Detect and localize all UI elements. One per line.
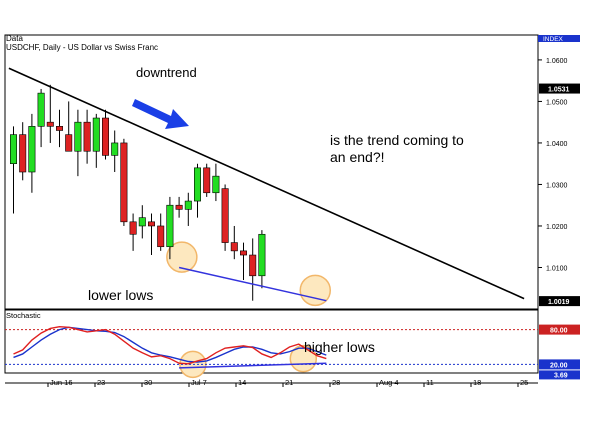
x-tick-label: 11	[426, 378, 434, 387]
stochastic-level-label: 20.00	[550, 362, 568, 369]
annotation-lower-lows: lower lows	[88, 287, 153, 303]
y-tick-label: 1.0500	[546, 99, 568, 106]
highlight-circles	[166, 241, 332, 379]
annotation-trend-question-line: is the trend coming to	[330, 132, 464, 148]
x-tick-label: Jul 7	[191, 378, 207, 387]
x-tick-label: 28	[332, 378, 340, 387]
higher-lows-line	[179, 362, 327, 369]
chart-title: USDCHF, Daily - US Dollar vs Swiss Franc	[6, 43, 158, 52]
stochastic-k-line	[13, 325, 327, 365]
candles-layer	[10, 84, 266, 301]
price-flag	[539, 296, 580, 307]
trendlines-layer: is the trend coming to an end?!	[8, 67, 525, 302]
stochastic-current-flag	[539, 370, 580, 380]
index-label: INDEX	[543, 36, 564, 43]
downtrend-arrow	[132, 99, 189, 129]
y-tick-label: 1.0400	[546, 141, 568, 148]
candle-body	[258, 233, 266, 277]
stochastic-d-line	[13, 326, 327, 363]
candle-body	[194, 167, 202, 202]
price-flag-label: 1.0531	[548, 87, 570, 94]
annotation-trend-question: is the trend coming to an end?!	[330, 132, 464, 165]
x-tick-label: 23	[97, 378, 105, 387]
annotation-downtrend: downtrend	[136, 65, 197, 80]
x-tick-label: Aug 4	[379, 378, 399, 387]
labels-layer: Data USDCHF, Daily - US Dollar vs Swiss …	[6, 34, 564, 355]
candle-body	[74, 121, 82, 152]
candle-body	[65, 134, 73, 152]
candle-body	[230, 242, 238, 252]
stochastic-level-label: 80.00	[550, 328, 568, 335]
axes-layer: 1.0600 1.0500 1.0400 1.0300 1.0200 1.0100 1.05…	[47, 58, 580, 387]
candle-body	[221, 188, 229, 243]
x-tick-label: 18	[473, 378, 481, 387]
main-panel-border	[4, 34, 539, 310]
chart-background	[5, 35, 580, 385]
highlight-circle	[299, 274, 332, 307]
candle-body	[175, 204, 183, 210]
candle-body	[120, 142, 128, 223]
stochastic-highlight-circle	[289, 344, 318, 373]
candle-body	[46, 121, 54, 127]
candle-body	[111, 142, 119, 156]
candle-body	[19, 134, 27, 173]
stochastic-layer: 80.00 20.00 3.69	[5, 324, 580, 380]
candle-body	[148, 221, 156, 227]
candle-body	[203, 167, 211, 194]
candle-body	[129, 221, 137, 235]
candle-body	[92, 117, 100, 152]
y-tick-label: 1.0600	[546, 58, 568, 65]
candle-body	[37, 92, 45, 127]
candle-body	[249, 254, 257, 277]
candle-body	[10, 134, 18, 164]
candle-body	[157, 225, 165, 248]
candle-body	[184, 200, 192, 210]
y-tick-label: 1.0300	[546, 182, 568, 189]
lower-lows-line	[178, 266, 327, 302]
x-tick-label: 21	[285, 378, 293, 387]
x-tick-label: Jun 16	[50, 378, 73, 387]
price-flag	[539, 83, 580, 94]
candle-body	[240, 250, 248, 256]
annotation-trend-question-line: an end?!	[330, 149, 385, 165]
y-tick-label: 1.0100	[546, 265, 568, 272]
stochastic-level-flag	[539, 359, 580, 370]
x-tick-label: 14	[238, 378, 246, 387]
chart-frame	[4, 34, 580, 385]
index-flag	[538, 35, 580, 42]
stochastic-current-label: 3.69	[554, 372, 568, 379]
candle-body	[55, 126, 63, 131]
candle-body	[212, 175, 220, 194]
x-tick-label: 30	[144, 378, 152, 387]
candle-body	[102, 117, 110, 156]
candle-body	[83, 121, 91, 152]
candle-body	[138, 217, 146, 227]
candle-body	[28, 126, 36, 173]
x-tick-label: 25	[520, 378, 528, 387]
panel-label: Data	[6, 34, 23, 43]
stochastic-panel-border	[4, 309, 539, 374]
stochastic-label: Stochastic	[6, 311, 41, 320]
y-tick-label: 1.0200	[546, 224, 568, 231]
candle-body	[166, 204, 174, 248]
stochastic-level-flag	[539, 324, 580, 335]
annotation-higher-lows: higher lows	[304, 339, 375, 355]
downtrend-line	[8, 67, 525, 300]
highlight-circle	[166, 241, 198, 273]
price-flag-label: 1.0019	[548, 299, 570, 306]
